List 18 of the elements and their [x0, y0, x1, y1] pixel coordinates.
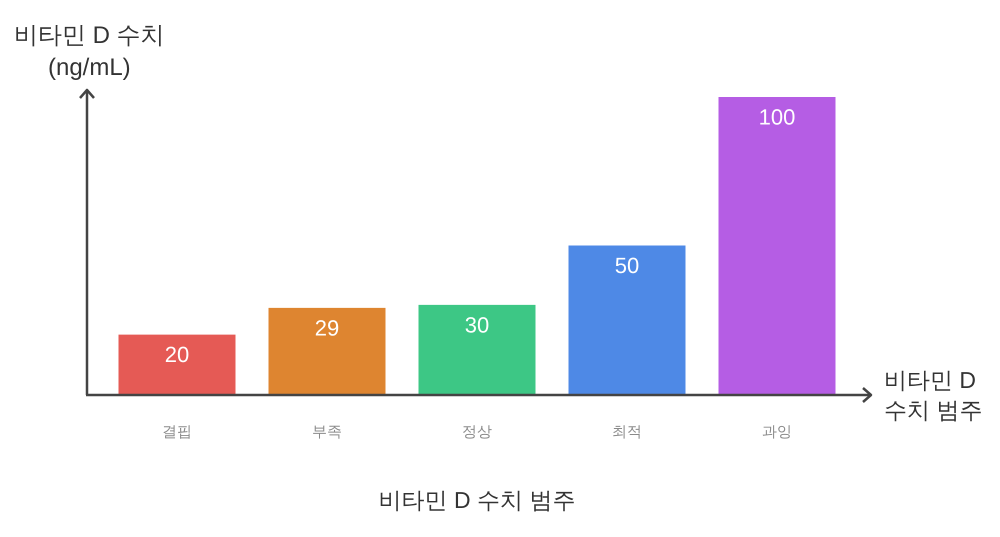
x-tick-label: 과잉: [762, 424, 792, 441]
bar: [568, 246, 686, 394]
x-tick-label: 정상: [462, 424, 492, 441]
x-axis-title: 비타민 D 수치 범주: [378, 486, 576, 515]
data-label: 100: [758, 104, 796, 130]
data-label: 30: [464, 312, 490, 338]
data-label: 29: [314, 315, 340, 340]
y-axis-title: 비타민 D 수치 (ng/mL): [14, 21, 165, 83]
bar: [718, 97, 836, 394]
x-tick-label: 최적: [612, 424, 642, 441]
x-tick-label: 부족: [312, 424, 342, 441]
bar: [118, 334, 236, 394]
data-label: 50: [614, 253, 640, 278]
data-label: 20: [164, 342, 190, 368]
bar: [268, 308, 386, 394]
x-tick-label: 결핍: [162, 424, 192, 441]
bar: [418, 304, 536, 394]
text: 비타민 D 수치 범주: [884, 366, 982, 425]
